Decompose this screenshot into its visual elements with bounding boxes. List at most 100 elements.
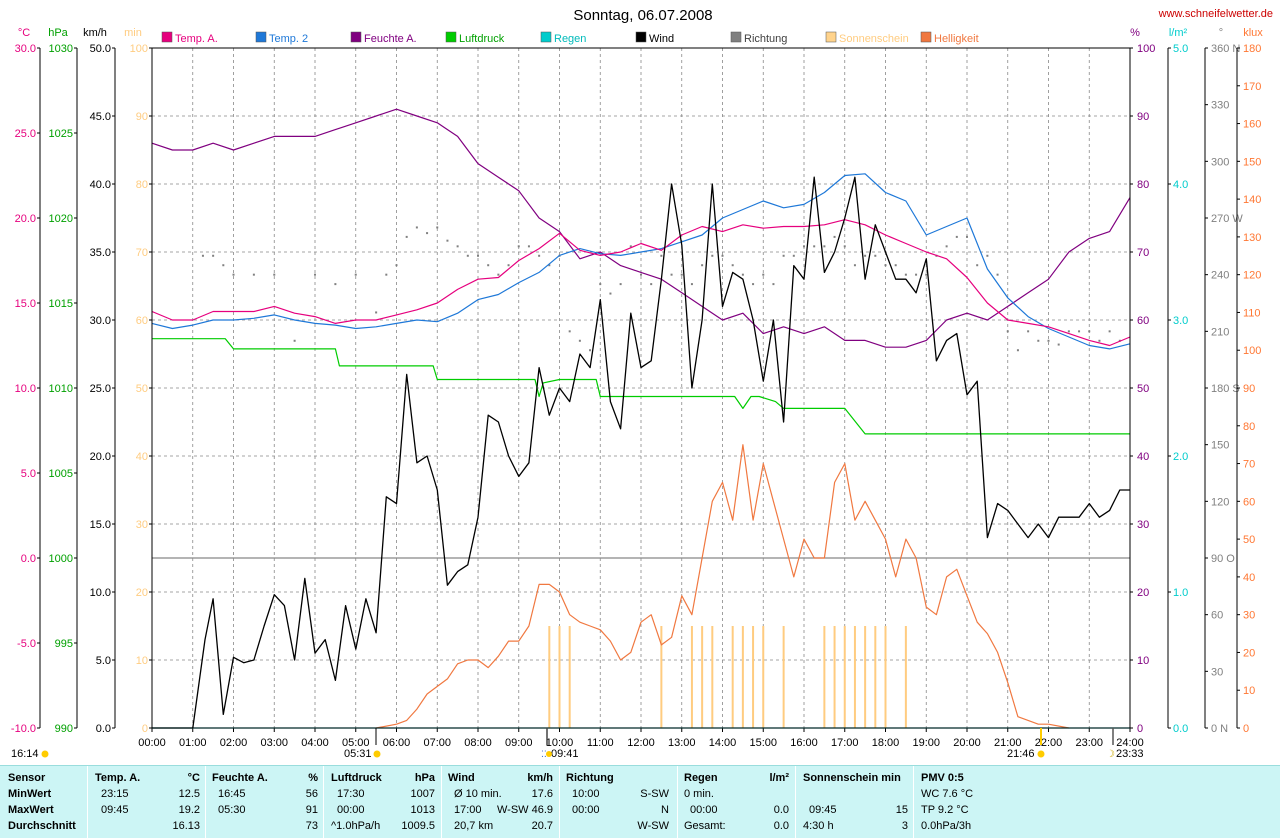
humidity-tick-label: 100 <box>1137 43 1155 55</box>
direction-axis-unit: ° <box>1219 27 1223 39</box>
direction-point <box>670 273 673 276</box>
direction-point <box>945 245 948 248</box>
wind-avg10: 17.6 <box>531 788 553 800</box>
direction-point <box>354 273 357 276</box>
left-axes: 30.025.020.015.010.05.00.0-5.0-10.010301… <box>11 43 153 735</box>
rain-axis-unit: l/m² <box>1169 27 1188 39</box>
wind-tick-label: 30.0 <box>90 315 111 327</box>
legend-label-6: Richtung <box>744 33 787 45</box>
direction-point <box>955 235 958 238</box>
direction-point <box>273 273 276 276</box>
x-tick-label: 13:00 <box>668 737 696 749</box>
humidity-min: 56 <box>305 788 318 800</box>
statistics-panel: Sensor MinWert MaxWert Durchschnitt Temp… <box>0 765 1280 838</box>
site-url: www.schneifelwetter.de <box>1158 8 1273 20</box>
rain-header: Regen <box>684 772 718 784</box>
pressure-avg: 1009.5 <box>401 820 435 832</box>
humidity-avg: 73 <box>305 820 318 832</box>
direction-point <box>741 273 744 276</box>
temp-tick-label: 15.0 <box>15 298 36 310</box>
stats-sunshine: Sonnenschein min 09:45 15 4:30 h 3 <box>803 770 908 834</box>
legend-label-4: Regen <box>554 33 586 45</box>
sunshine-tick-label: 30 <box>136 519 148 531</box>
stats-pmv: PMV 0:5 WC 7.6 °C TP 9.2 °C 0.0hPa/3h <box>921 770 1026 834</box>
legend-swatch-3 <box>445 31 457 43</box>
brightness-tick-label: 70 <box>1243 459 1255 471</box>
legend-label-3: Luftdruck <box>459 33 505 45</box>
legend-label-1: Temp. 2 <box>269 33 308 45</box>
pressure-min: 1007 <box>410 788 435 800</box>
direction-point <box>925 273 928 276</box>
direction-point <box>1006 330 1009 333</box>
rain-tick-label: 4.0 <box>1173 179 1188 191</box>
wind-tick-label: 25.0 <box>90 383 111 395</box>
direction-point <box>1057 343 1060 346</box>
wind-tick-label: 5.0 <box>96 655 111 667</box>
series-temp-2 <box>151 173 1131 350</box>
direction-point <box>222 264 225 267</box>
rain-tick-label: 5.0 <box>1173 43 1188 55</box>
temp-min: 12.5 <box>178 788 200 800</box>
day-length-label: 16:14 <box>11 748 39 760</box>
brightness-tick-label: 100 <box>1243 345 1261 357</box>
humidity-tick-label: 50 <box>1137 383 1149 395</box>
sunset-label: 21:46 <box>1007 748 1035 760</box>
stats-direction: Richtung 10:00 S-SW 00:00 N W-SW <box>566 770 669 834</box>
avg-label: Durchschnitt <box>8 820 76 832</box>
temp-min-time: 23:15 <box>101 788 129 800</box>
x-tick-label: 15:00 <box>749 737 777 749</box>
x-tick-label: 20:00 <box>953 737 981 749</box>
rain-duration: 0 min. <box>684 788 714 800</box>
x-tick-label: 02:00 <box>220 737 248 749</box>
humidity-tick-label: 30 <box>1137 519 1149 531</box>
legend-swatch-5 <box>635 31 647 43</box>
direction-header: Richtung <box>566 772 614 784</box>
humidity-unit: % <box>308 772 318 784</box>
direction-point <box>517 245 520 248</box>
humidity-min-time: 16:45 <box>218 788 246 800</box>
direction-point <box>456 245 459 248</box>
pressure-tick-label: 1005 <box>49 468 73 480</box>
brightness-tick-label: 30 <box>1243 610 1255 622</box>
direction-point <box>1047 339 1050 342</box>
pressure-tick-label: 1020 <box>49 213 73 225</box>
sunshine-tick-label: 70 <box>136 247 148 259</box>
wind-tick-label: 0.0 <box>96 723 111 735</box>
direction-tick-label: 360 N <box>1211 43 1240 55</box>
pmv-windchill: WC 7.6 °C <box>921 788 974 800</box>
chart-title: Sonntag, 06.07.2008 <box>573 7 712 24</box>
brightness-tick-label: 180 <box>1243 43 1261 55</box>
direction-tick-label: 210 <box>1211 326 1229 338</box>
temp-tick-label: 25.0 <box>15 128 36 140</box>
series-helligkeit <box>375 444 1070 729</box>
legend-label-7: Sonnenschein <box>839 33 909 45</box>
rain-start-label: 09:41 <box>551 748 579 760</box>
x-tick-label: 19:00 <box>912 737 940 749</box>
direction-point <box>538 254 541 257</box>
direction-point <box>527 245 530 248</box>
humidity-tick-label: 60 <box>1137 315 1149 327</box>
direction-point <box>477 254 479 257</box>
sunshine-max: 15 <box>895 804 908 816</box>
direction-point <box>782 254 785 257</box>
direction-point <box>375 311 378 314</box>
direction-min: S-SW <box>640 788 669 800</box>
sunshine-tick-label: 80 <box>136 179 148 191</box>
direction-point <box>629 245 632 248</box>
x-tick-label: 14:00 <box>709 737 737 749</box>
direction-point <box>711 254 714 257</box>
brightness-tick-label: 120 <box>1243 270 1261 282</box>
x-tick-label: 00:00 <box>138 737 166 749</box>
brightness-axis-unit: klux <box>1243 27 1263 39</box>
direction-point <box>660 254 663 257</box>
max-label: MaxWert <box>8 804 54 816</box>
direction-tick-label: 120 <box>1211 496 1229 508</box>
brightness-tick-label: 170 <box>1243 81 1261 93</box>
sunrise-icon <box>373 750 381 758</box>
direction-point <box>609 292 612 295</box>
direction-max: N <box>661 804 669 816</box>
direction-point <box>976 264 979 267</box>
stats-pressure: Luftdruck hPa 17:30 1007 00:00 1013 ^1.0hPa… <box>331 770 435 834</box>
sunshine-tick-label: 0 <box>142 723 148 735</box>
chart-legend: Temp. A. Temp. 2 Feuchte A. Luftdruck Regen W… <box>161 31 979 45</box>
